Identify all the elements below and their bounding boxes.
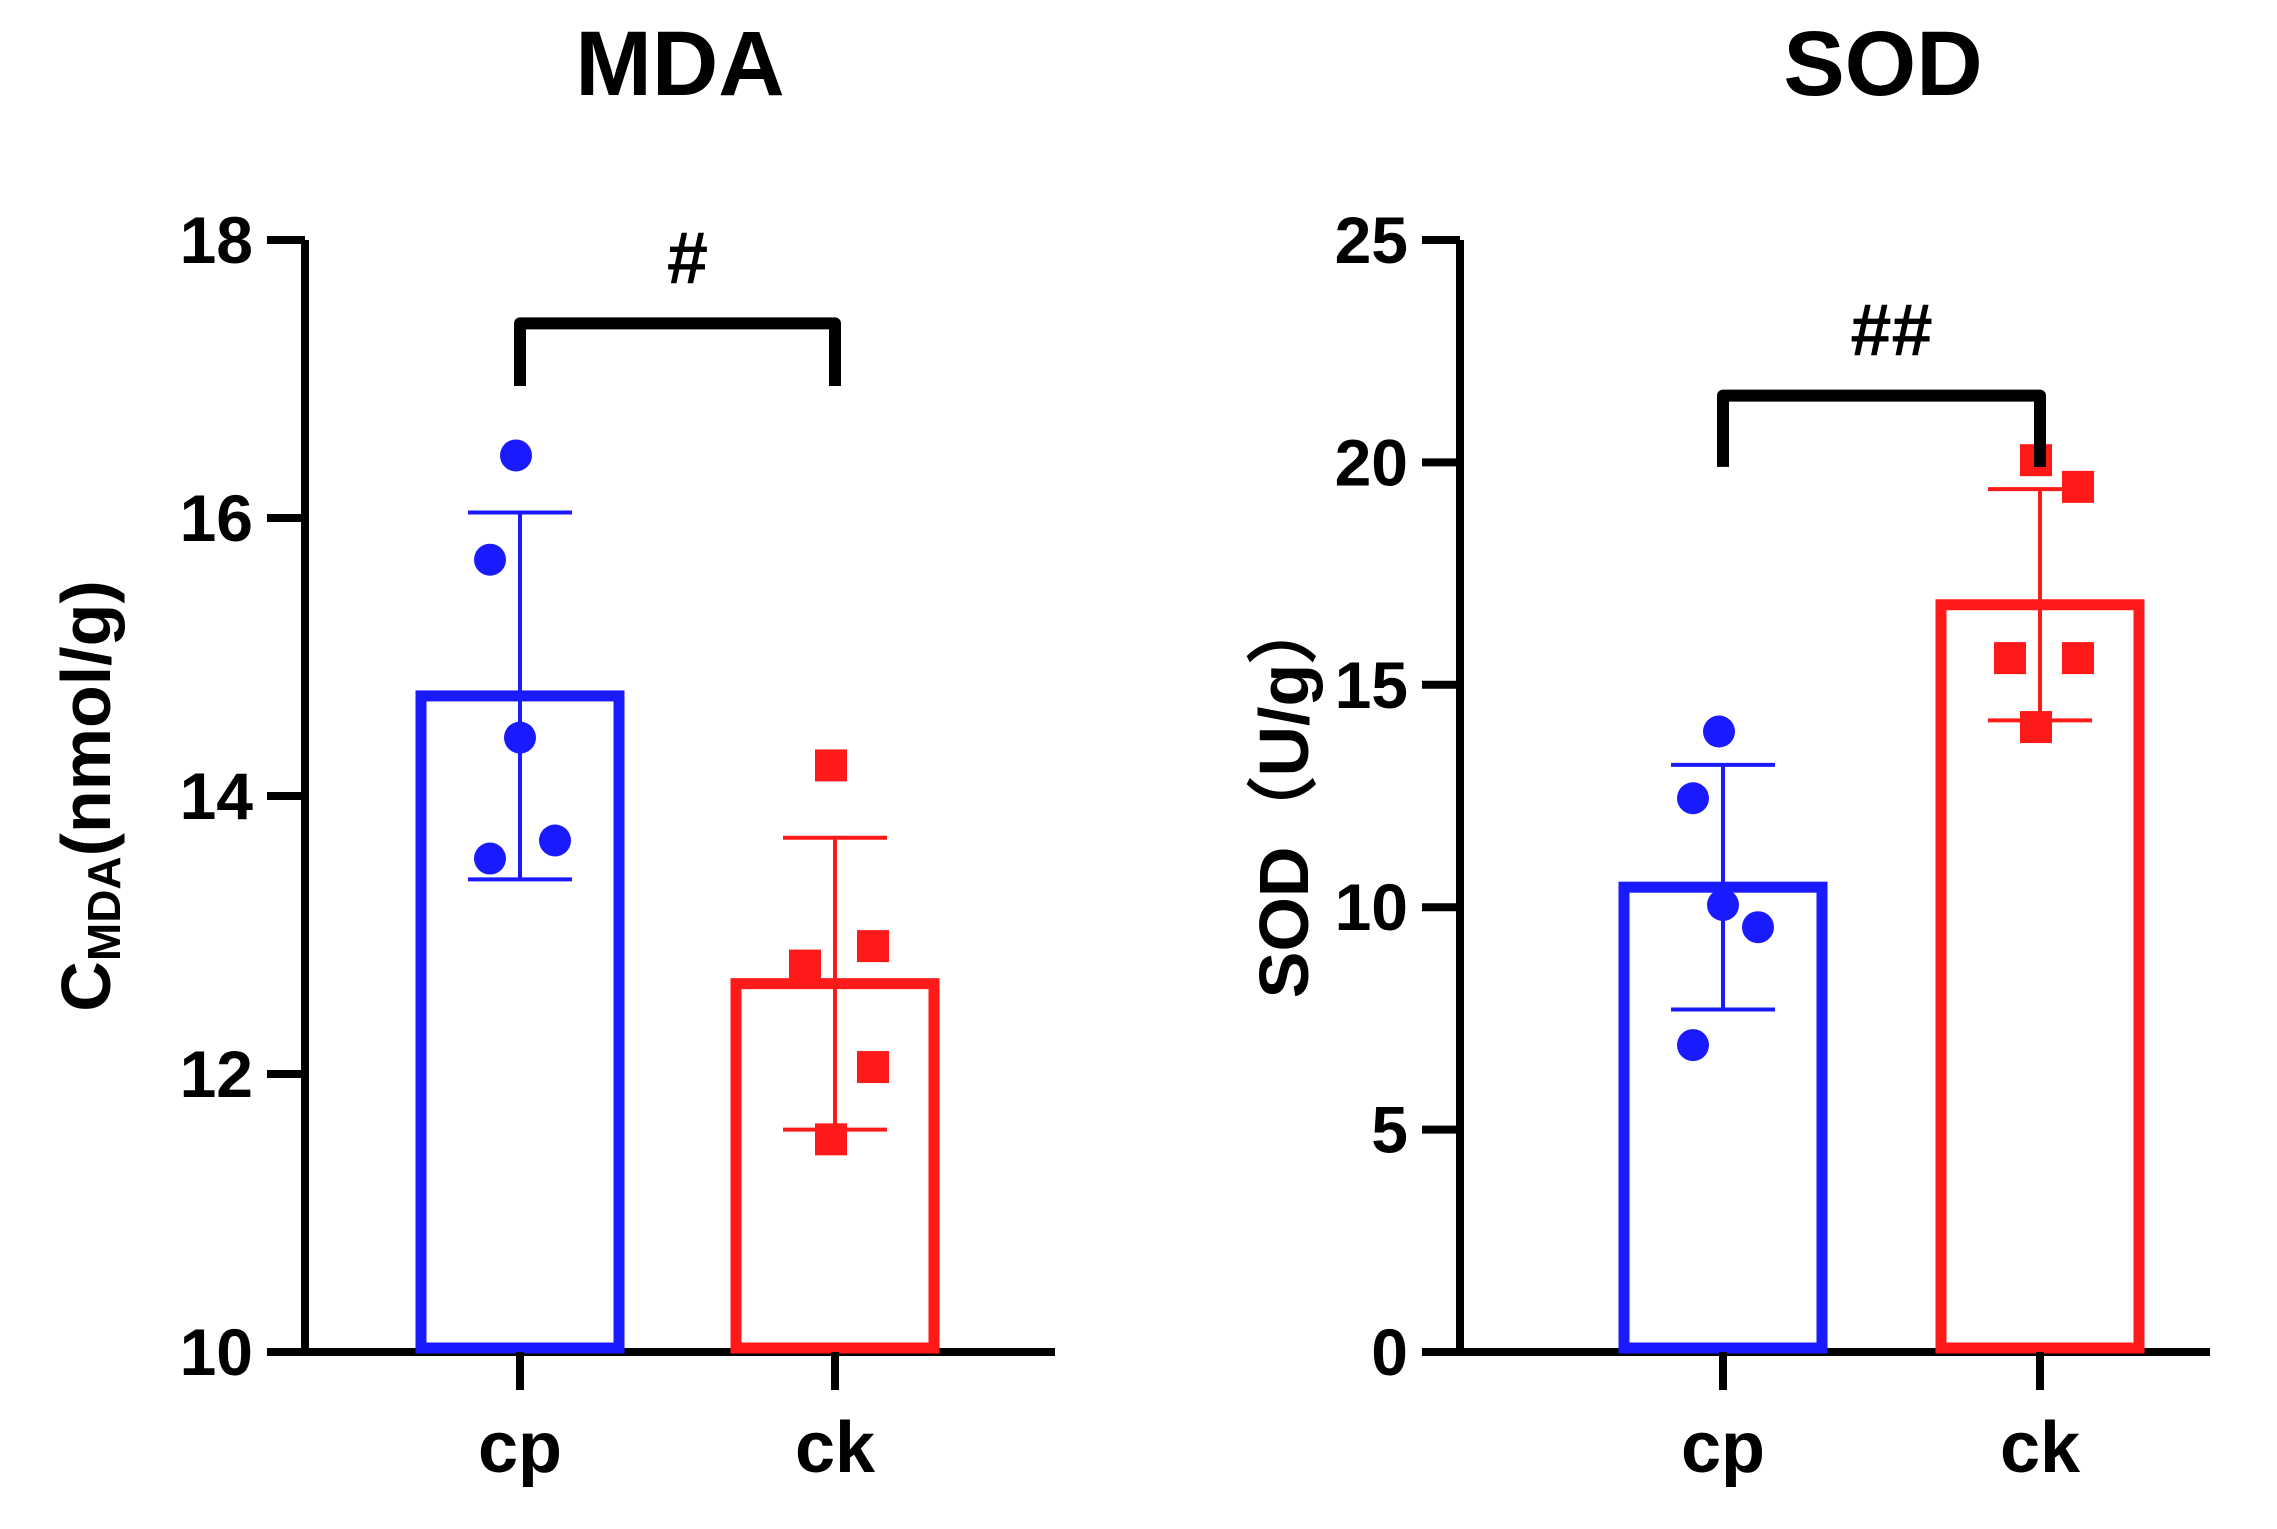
- chart1-point-ck: [815, 1123, 847, 1156]
- chart2-y-tick-label: 20: [1335, 425, 1408, 499]
- chart2-point-ck: [2020, 711, 2052, 744]
- chart1-title: MDA: [575, 13, 785, 115]
- chart1-x-tick-label-cp: cp: [478, 1408, 562, 1488]
- chart1-point-cp: [539, 824, 571, 857]
- chart1-significance-bracket: [514, 317, 841, 386]
- chart2-point-cp: [1677, 1029, 1709, 1062]
- chart1-point-ck: [789, 949, 821, 982]
- chart2-point-cp: [1707, 888, 1739, 921]
- chart2-point-ck: [1994, 642, 2026, 675]
- chart1-point-cp: [504, 721, 536, 754]
- chart2-point-cp: [1703, 715, 1735, 748]
- chart2-y-tick-label: 10: [1335, 870, 1408, 944]
- chart2-y-tick-label: 15: [1335, 648, 1408, 722]
- chart2-x-tick-label-ck: ck: [2000, 1408, 2081, 1488]
- chart1-y-tick-label: 10: [180, 1315, 253, 1389]
- chart2-x-tick-label-cp: cp: [1681, 1408, 1765, 1488]
- chart2-significance-label: ##: [1850, 289, 1932, 372]
- chart1-point-cp: [474, 543, 506, 576]
- chart2-title: SOD: [1783, 13, 1982, 115]
- chart1-y-axis-label-main: C: [47, 961, 125, 1012]
- chart2-y-tick-label: 0: [1371, 1315, 1408, 1389]
- chart2-y-tick-label: 5: [1371, 1093, 1408, 1167]
- chart1-y-tick-label: 12: [180, 1037, 253, 1111]
- chart2-y-axis-label: SOD（U/g）: [1245, 594, 1323, 998]
- chart1-y-tick-label: 16: [180, 481, 253, 555]
- chart1-point-ck: [815, 749, 847, 782]
- chart1-significance-label: #: [667, 216, 708, 299]
- chart1-point-cp: [474, 842, 506, 875]
- chart1-x-tick-label-ck: ck: [795, 1408, 876, 1488]
- chart2-point-ck: [2062, 470, 2094, 503]
- chart1-y-axis-label-subscript: MDA: [78, 856, 130, 961]
- chart1-y-axis-label: CMDA(nmol/g): [47, 580, 130, 1011]
- chart2-point-ck: [2062, 642, 2094, 675]
- chart1-point-ck: [857, 930, 889, 963]
- chart2-y-tick-label: 25: [1335, 203, 1408, 277]
- chart1-y-axis-label-rest: (nmol/g): [47, 580, 125, 856]
- chart1-y-tick-label: 18: [180, 203, 253, 277]
- chart2-significance-bracket: [1717, 389, 2046, 467]
- chart1-y-tick-label: 14: [180, 759, 254, 833]
- chart1-point-cp: [500, 439, 532, 472]
- chart2-point-cp: [1677, 782, 1709, 815]
- chart2-point-cp: [1742, 911, 1774, 944]
- chart1-point-ck: [857, 1051, 889, 1084]
